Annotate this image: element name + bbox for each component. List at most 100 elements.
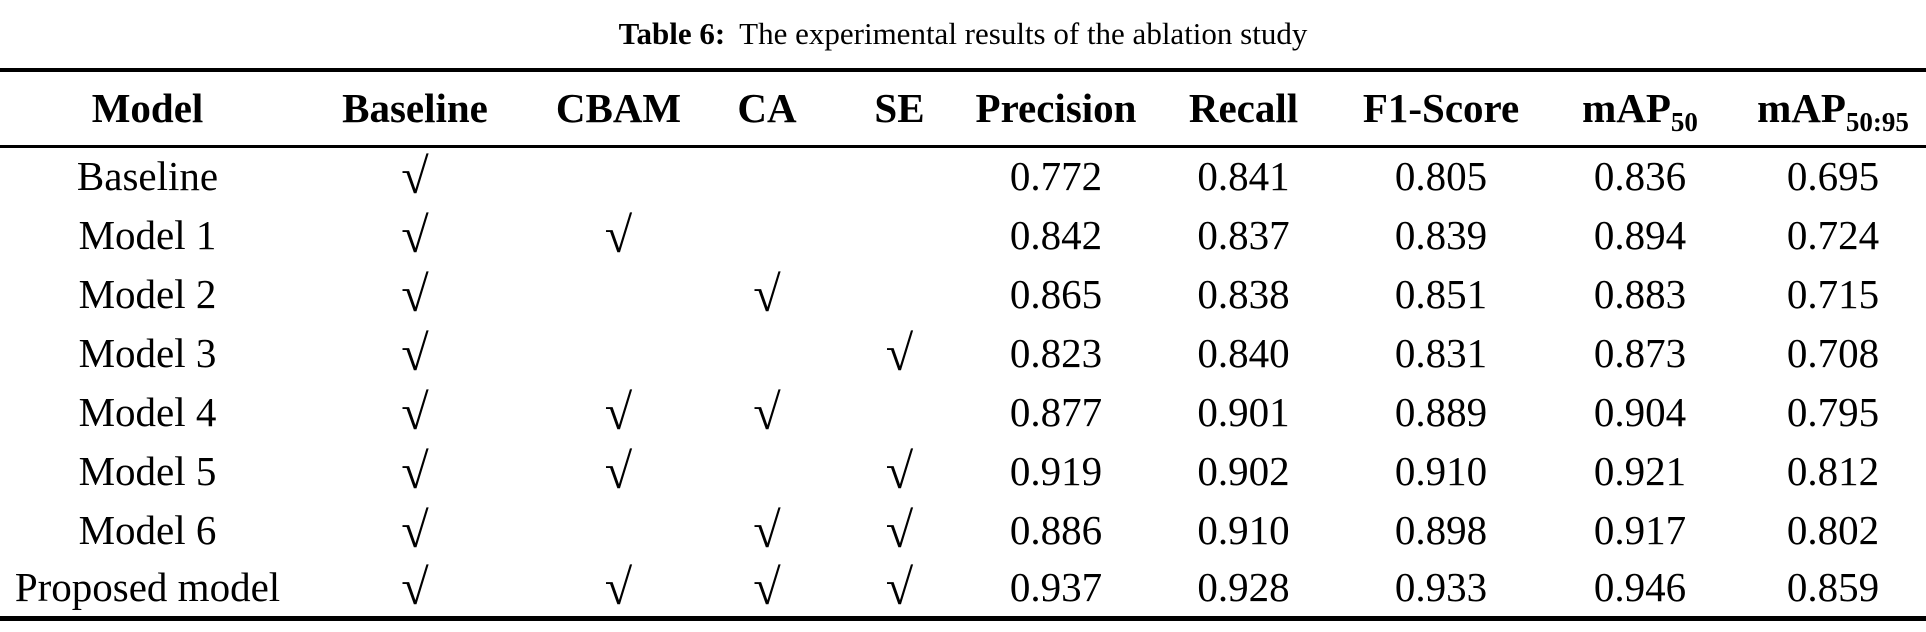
value-cell: 0.921: [1593, 447, 1687, 494]
check-cell: √: [753, 265, 781, 322]
value-cell: 0.883: [1593, 270, 1687, 317]
check-cell: √: [604, 206, 633, 263]
col-header-ca: CA: [737, 85, 797, 132]
value-cell: 0.901: [1197, 388, 1290, 435]
value-cell: 0.873: [1593, 329, 1687, 376]
row-label-cell: Proposed model: [14, 564, 281, 611]
check-cell: √: [401, 559, 429, 616]
value-cell: 0.919: [1009, 447, 1103, 494]
value-cell: 0.894: [1593, 211, 1687, 258]
value-cell: 0.841: [1197, 153, 1290, 200]
check-cell: [832, 146, 967, 205]
check-cell: [702, 205, 832, 264]
value-cell: 0.838: [1197, 270, 1290, 317]
check-cell: [832, 205, 967, 264]
col-header-se: SE: [874, 85, 925, 132]
table-row-model-2: Model 2 √ √ 0.865 0.838 0.851 0.883 0.71…: [0, 264, 1926, 323]
check-cell: √: [401, 206, 429, 263]
table-row-model-4: Model 4 √ √ √ 0.877 0.901 0.889 0.904 0.…: [0, 382, 1926, 441]
table-row-model-5: Model 5 √ √ √ 0.919 0.902 0.910 0.921 0.…: [0, 441, 1926, 500]
check-cell: √: [753, 501, 781, 558]
check-cell: √: [401, 148, 429, 205]
check-cell: √: [401, 324, 429, 381]
check-cell: √: [401, 501, 429, 558]
value-cell: 0.851: [1394, 270, 1488, 317]
row-label-cell: Baseline: [76, 153, 219, 200]
row-label-cell: Model 4: [78, 388, 217, 435]
check-cell: [535, 323, 702, 382]
value-cell: 0.917: [1593, 506, 1687, 553]
value-cell: 0.695: [1786, 153, 1880, 200]
check-cell: [535, 500, 702, 559]
value-cell: 0.877: [1009, 388, 1103, 435]
table-caption-label: Table 6:: [618, 16, 726, 51]
check-cell: √: [753, 383, 781, 440]
value-cell: 0.928: [1197, 564, 1290, 611]
row-label-cell: Model 1: [78, 211, 217, 258]
row-label-cell: Model 6: [78, 506, 217, 553]
ablation-results-table: Model Baseline CBAM CA SE Precision Reca…: [0, 68, 1926, 621]
value-cell: 0.904: [1593, 388, 1687, 435]
value-cell: 0.902: [1197, 447, 1290, 494]
check-cell: √: [401, 383, 429, 440]
table-row-baseline: Baseline √ 0.772 0.841 0.805 0.836 0.695: [0, 146, 1926, 205]
col-header-model: Model: [91, 85, 204, 132]
value-cell: 0.836: [1593, 153, 1687, 200]
row-label-cell: Model 2: [78, 270, 217, 317]
check-cell: √: [401, 265, 429, 322]
check-cell: √: [885, 559, 914, 616]
check-cell: √: [885, 442, 914, 499]
check-cell: √: [753, 559, 781, 616]
value-cell: 0.859: [1786, 564, 1880, 611]
row-label-cell: Model 5: [78, 447, 217, 494]
value-cell: 0.795: [1786, 388, 1880, 435]
col-header-precision: Precision: [975, 85, 1137, 132]
check-cell: √: [885, 501, 914, 558]
check-cell: [832, 264, 967, 323]
table-caption: Table 6: The experimental results of the…: [0, 0, 1926, 68]
check-cell: √: [604, 442, 633, 499]
value-cell: 0.937: [1009, 564, 1103, 611]
value-cell: 0.886: [1009, 506, 1103, 553]
col-header-map50: mAP50: [1582, 85, 1698, 138]
check-cell: [535, 264, 702, 323]
value-cell: 0.724: [1786, 211, 1880, 258]
header-row: Model Baseline CBAM CA SE Precision Reca…: [0, 70, 1926, 146]
check-cell: √: [604, 383, 633, 440]
value-cell: 0.837: [1197, 211, 1290, 258]
value-cell: 0.865: [1009, 270, 1103, 317]
value-cell: 0.933: [1394, 564, 1488, 611]
table-row-model-1: Model 1 √ √ 0.842 0.837 0.839 0.894 0.72…: [0, 205, 1926, 264]
check-cell: √: [401, 442, 429, 499]
row-label-cell: Model 3: [78, 329, 217, 376]
check-cell: [832, 382, 967, 441]
value-cell: 0.889: [1394, 388, 1488, 435]
check-cell: [535, 146, 702, 205]
check-cell: [702, 441, 832, 500]
value-cell: 0.715: [1786, 270, 1880, 317]
value-cell: 0.802: [1786, 506, 1880, 553]
col-header-baseline: Baseline: [342, 85, 488, 132]
table-row-model-3: Model 3 √ √ 0.823 0.840 0.831 0.873 0.70…: [0, 323, 1926, 382]
check-cell: √: [885, 324, 914, 381]
value-cell: 0.708: [1786, 329, 1880, 376]
check-cell: [702, 146, 832, 205]
value-cell: 0.946: [1593, 564, 1687, 611]
value-cell: 0.805: [1394, 153, 1488, 200]
value-cell: 0.839: [1394, 211, 1488, 258]
value-cell: 0.823: [1009, 329, 1103, 376]
check-cell: [702, 323, 832, 382]
value-cell: 0.898: [1394, 506, 1488, 553]
col-header-recall: Recall: [1188, 85, 1299, 132]
value-cell: 0.831: [1394, 329, 1488, 376]
value-cell: 0.812: [1786, 447, 1880, 494]
table-row-proposed-model: Proposed model √ √ √ √ 0.937 0.928 0.933…: [0, 559, 1926, 618]
col-header-cbam: CBAM: [555, 85, 682, 132]
value-cell: 0.842: [1009, 211, 1103, 258]
value-cell: 0.772: [1009, 153, 1103, 200]
table-caption-text: The experimental results of the ablation…: [739, 16, 1308, 51]
table-row-model-6: Model 6 √ √ √ 0.886 0.910 0.898 0.917 0.…: [0, 500, 1926, 559]
check-cell: √: [604, 559, 633, 616]
value-cell: 0.910: [1197, 506, 1290, 553]
